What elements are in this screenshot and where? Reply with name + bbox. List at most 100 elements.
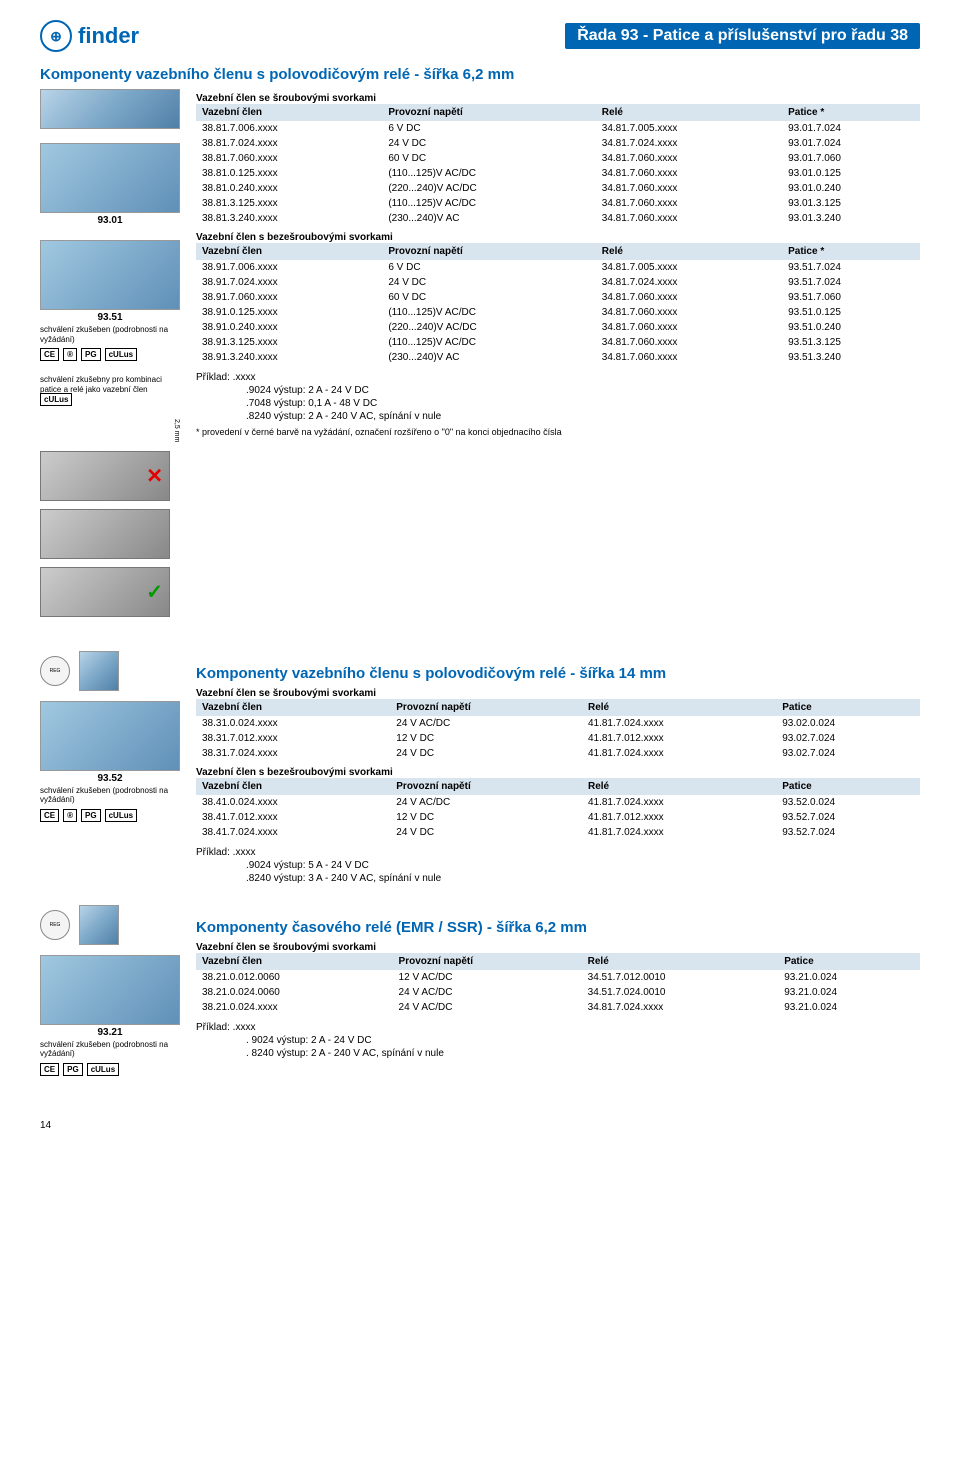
- column-header: Relé: [582, 953, 779, 970]
- table-cell: 93.51.0.240: [782, 320, 920, 335]
- section2-side: REG 93.52 schválení zkušeben (podrobnost…: [40, 651, 180, 836]
- approval-note-3: schválení zkušeben (podrobnosti na vyžád…: [40, 786, 180, 805]
- table-cell: 38.81.7.024.xxxx: [196, 136, 382, 151]
- table-cell: (230...240)V AC: [382, 211, 595, 226]
- table-row: 38.91.3.125.xxxx(110...125)V AC/DC34.81.…: [196, 335, 920, 350]
- table-row: 38.91.7.024.xxxx24 V DC34.81.7.024.xxxx9…: [196, 275, 920, 290]
- section1-table2: Vazební členProvozní napětíReléPatice * …: [196, 243, 920, 365]
- table-cell: 93.21.0.024: [778, 970, 920, 985]
- section2-layout: REG 93.52 schválení zkušeben (podrobnost…: [40, 651, 920, 885]
- caption-9352: 93.52: [40, 773, 180, 784]
- ul-icon: cULus: [87, 1063, 119, 1076]
- table-cell: 34.81.7.005.xxxx: [596, 121, 782, 136]
- table-cell: 38.81.3.125.xxxx: [196, 196, 382, 211]
- column-header: Provozní napětí: [382, 243, 595, 260]
- table-cell: 38.81.3.240.xxxx: [196, 211, 382, 226]
- section3-title: Komponenty časového relé (EMR / SSR) - š…: [196, 919, 920, 936]
- section1-sub2: Vazební člen s bezešroubovými svorkami: [196, 232, 920, 243]
- table-row: 38.31.7.012.xxxx12 V DC41.81.7.012.xxxx9…: [196, 731, 920, 746]
- table-row: 38.41.0.024.xxxx24 V AC/DC41.81.7.024.xx…: [196, 795, 920, 810]
- table-cell: 34.81.7.060.xxxx: [596, 320, 782, 335]
- table-row: 38.21.0.012.006012 V AC/DC34.51.7.012.00…: [196, 970, 920, 985]
- approval-note-4: schválení zkušeben (podrobnosti na vyžád…: [40, 1040, 180, 1059]
- tool-correct-icon: [40, 567, 170, 617]
- table-cell: 93.51.7.060: [782, 290, 920, 305]
- example-label: Příklad: .xxxx: [196, 372, 255, 383]
- table-cell: 24 V DC: [390, 825, 582, 840]
- column-header: Relé: [582, 699, 776, 716]
- table-cell: 34.81.7.060.xxxx: [596, 290, 782, 305]
- table-row: 38.91.3.240.xxxx(230...240)V AC34.81.7.0…: [196, 350, 920, 365]
- table-cell: 93.51.0.125: [782, 305, 920, 320]
- table-cell: (110...125)V AC/DC: [382, 335, 595, 350]
- section1-footnote: * provedení v černé barvě na vyžádání, o…: [196, 427, 920, 437]
- brand-text: finder: [78, 23, 139, 49]
- table-cell: 93.01.0.240: [782, 181, 920, 196]
- approval-note-1: schválení zkušeben (podrobnosti na vyžád…: [40, 325, 180, 344]
- table-cell: 93.01.7.024: [782, 121, 920, 136]
- column-header: Patice: [776, 699, 920, 716]
- column-header: Provozní napětí: [390, 778, 582, 795]
- page-title: Řada 93 - Patice a příslušenství pro řad…: [565, 23, 920, 49]
- table-cell: 38.91.0.125.xxxx: [196, 305, 382, 320]
- table-row: 38.91.7.006.xxxx6 V DC34.81.7.005.xxxx93…: [196, 260, 920, 275]
- table-cell: 93.51.3.125: [782, 335, 920, 350]
- table-cell: 38.41.7.024.xxxx: [196, 825, 390, 840]
- section2-table2: Vazební členProvozní napětíReléPatice 38…: [196, 778, 920, 840]
- table-cell: 93.02.7.024: [776, 731, 920, 746]
- registered-badge-icon: REG: [40, 656, 70, 686]
- table-cell: 38.91.3.240.xxxx: [196, 350, 382, 365]
- table-cell: 34.81.7.060.xxxx: [596, 350, 782, 365]
- csa-icon: ®: [63, 348, 77, 361]
- table-cell: 41.81.7.024.xxxx: [582, 746, 776, 761]
- column-header: Patice *: [782, 243, 920, 260]
- table-row: 38.41.7.024.xxxx24 V DC41.81.7.024.xxxx9…: [196, 825, 920, 840]
- example-line: .9024 výstup: 2 A - 24 V DC: [246, 384, 920, 397]
- section1-table1: Vazební členProvozní napětíReléPatice * …: [196, 104, 920, 226]
- registered-badge-icon: REG: [40, 910, 70, 940]
- table-cell: 34.81.7.060.xxxx: [596, 305, 782, 320]
- table-cell: 24 V DC: [382, 136, 595, 151]
- example-line: . 8240 výstup: 2 A - 240 V AC, spínání v…: [246, 1047, 920, 1060]
- table-cell: (110...125)V AC/DC: [382, 166, 595, 181]
- table-cell: 41.81.7.024.xxxx: [582, 716, 776, 731]
- table-row: 38.91.0.240.xxxx(220...240)V AC/DC34.81.…: [196, 320, 920, 335]
- section3-side: REG 93.21 schválení zkušeben (podrobnost…: [40, 905, 180, 1090]
- table-cell: 93.51.7.024: [782, 275, 920, 290]
- approval-note-2: schválení zkušebny pro kombinaci patice …: [40, 375, 180, 394]
- relay-image-9321: [40, 955, 180, 1025]
- example-line: .8240 výstup: 2 A - 240 V AC, spínání v …: [246, 410, 920, 423]
- column-header: Patice: [776, 778, 920, 795]
- table-cell: 38.31.7.024.xxxx: [196, 746, 390, 761]
- table-cell: 24 V AC/DC: [390, 716, 582, 731]
- table-cell: 93.52.0.024: [776, 795, 920, 810]
- section1-title: Komponenty vazebního členu s polovodičov…: [40, 66, 920, 83]
- table-cell: 41.81.7.012.xxxx: [582, 810, 776, 825]
- table-cell: 34.81.7.060.xxxx: [596, 196, 782, 211]
- example-label: Příklad: .xxxx: [196, 847, 255, 858]
- page-header: ⊕ finder Řada 93 - Patice a příslušenstv…: [40, 20, 920, 52]
- column-header: Provozní napětí: [382, 104, 595, 121]
- table-cell: 24 V AC/DC: [393, 985, 582, 1000]
- table-cell: 12 V DC: [390, 731, 582, 746]
- table-cell: 24 V AC/DC: [390, 795, 582, 810]
- table-cell: 24 V AC/DC: [393, 1000, 582, 1015]
- table-row: 38.81.7.006.xxxx6 V DC34.81.7.005.xxxx93…: [196, 121, 920, 136]
- example-line: .7048 výstup: 0,1 A - 48 V DC: [246, 397, 920, 410]
- table-cell: 41.81.7.024.xxxx: [582, 795, 776, 810]
- table-row: 38.81.3.125.xxxx(110...125)V AC/DC34.81.…: [196, 196, 920, 211]
- section3-layout: REG 93.21 schválení zkušeben (podrobnost…: [40, 905, 920, 1090]
- section2-title: Komponenty vazebního členu s polovodičov…: [196, 665, 920, 682]
- cert-icons-1: CE ® PG cULus: [40, 348, 180, 361]
- ce-icon: CE: [40, 809, 59, 822]
- column-header: Vazební člen: [196, 243, 382, 260]
- table-cell: 38.91.7.024.xxxx: [196, 275, 382, 290]
- column-header: Provozní napětí: [390, 699, 582, 716]
- table-row: 38.21.0.024.xxxx24 V AC/DC34.81.7.024.xx…: [196, 1000, 920, 1015]
- table-cell: 38.41.0.024.xxxx: [196, 795, 390, 810]
- table-cell: 24 V DC: [390, 746, 582, 761]
- terminal-icon-3: [79, 905, 119, 945]
- column-header: Vazební člen: [196, 778, 390, 795]
- table-row: 38.81.7.060.xxxx60 V DC34.81.7.060.xxxx9…: [196, 151, 920, 166]
- table-cell: 93.51.3.240: [782, 350, 920, 365]
